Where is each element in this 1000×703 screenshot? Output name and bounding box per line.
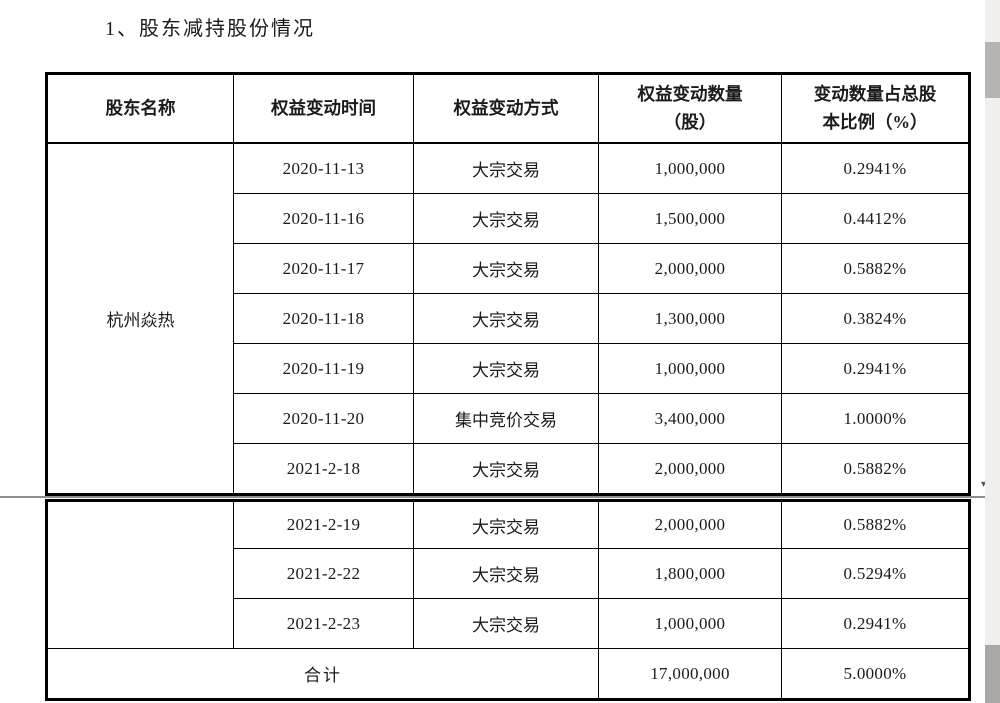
section-title: 1、股东减持股份情况 <box>105 18 315 40</box>
table-row: 2021-2-23 大宗交易 1,000,000 0.2941% <box>47 598 970 649</box>
cell-quantity: 3,400,000 <box>598 393 782 444</box>
cell-quantity: 1,800,000 <box>598 548 782 599</box>
table-row: 杭州焱热 2020-11-13 大宗交易 1,000,000 0.2941% <box>46 142 970 495</box>
table-row: 2021-2-22 大宗交易 1,800,000 0.5294% <box>47 548 970 599</box>
cell-date: 2020-11-13 <box>233 142 414 194</box>
cell-ratio: 0.3824% <box>781 293 970 344</box>
scrollbar-thumb[interactable] <box>985 42 1000 98</box>
cell-ratio: 0.5882% <box>781 243 970 294</box>
table-header-row: 股东名称 权益变动时间 权益变动方式 权益变动数量 （股） 变动数量占总股 本比… <box>46 73 970 144</box>
cell-method: 大宗交易 <box>413 548 599 599</box>
header-change-quantity: 权益变动数量 （股） <box>598 73 782 144</box>
cell-quantity: 1,000,000 <box>598 598 782 649</box>
merged-shareholder-cell-empty <box>46 500 234 649</box>
shareholder-name-cell: 杭州焱热 <box>46 142 234 495</box>
cell-date: 2021-2-22 <box>233 548 414 599</box>
cell-date: 2020-11-16 <box>233 193 414 244</box>
cell-date: 2020-11-17 <box>233 243 414 294</box>
cell-quantity: 1,000,000 <box>598 142 782 194</box>
cell-ratio: 1.0000% <box>781 393 970 444</box>
cell-ratio: 0.5294% <box>781 548 970 599</box>
cell-ratio: 0.5882% <box>781 500 970 549</box>
cell-date: 2020-11-20 <box>233 393 414 444</box>
tiny-cursor-artifact: ▾ <box>981 479 987 490</box>
cell-method: 大宗交易 <box>413 243 599 294</box>
cell-ratio: 0.4412% <box>781 193 970 244</box>
cell-method: 大宗交易 <box>413 193 599 244</box>
cell-method: 大宗交易 <box>413 443 599 495</box>
table-row: 2020-11-20 集中竞价交易 3,400,000 1.0000% <box>47 393 970 444</box>
cell-date: 2021-2-19 <box>233 500 414 549</box>
table-row: 2020-11-16 大宗交易 1,500,000 0.4412% <box>47 193 970 244</box>
cell-ratio: 0.2941% <box>781 343 970 394</box>
vertical-scrollbar-track[interactable] <box>985 0 1000 703</box>
cell-method: 集中竞价交易 <box>413 393 599 444</box>
table-row: 2020-11-18 大宗交易 1,300,000 0.3824% <box>47 293 970 344</box>
total-row: 合计 17,000,000 5.0000% <box>46 648 970 700</box>
share-reduction-table-page2: 2021-2-19 大宗交易 2,000,000 0.5882% 2021-2-… <box>45 499 971 701</box>
cell-method: 大宗交易 <box>413 500 599 549</box>
header-change-ratio: 变动数量占总股 本比例（%） <box>781 73 970 144</box>
total-ratio-cell: 5.0000% <box>781 648 970 700</box>
cell-method: 大宗交易 <box>413 343 599 394</box>
total-quantity-cell: 17,000,000 <box>598 648 782 700</box>
cell-method: 大宗交易 <box>413 598 599 649</box>
cell-method: 大宗交易 <box>413 293 599 344</box>
table-row: 2021-2-18 大宗交易 2,000,000 0.5882% <box>47 443 970 495</box>
total-label-cell: 合计 <box>46 648 599 700</box>
cell-ratio: 0.2941% <box>781 142 970 194</box>
cell-quantity: 1,500,000 <box>598 193 782 244</box>
table-row: 2020-11-17 大宗交易 2,000,000 0.5882% <box>47 243 970 294</box>
cell-quantity: 2,000,000 <box>598 443 782 495</box>
scrollbar-bottom-segment[interactable] <box>985 645 1000 703</box>
page-break-divider <box>0 496 985 498</box>
cell-date: 2021-2-18 <box>233 443 414 495</box>
cell-method: 大宗交易 <box>413 142 599 194</box>
cell-date: 2020-11-19 <box>233 343 414 394</box>
cell-quantity: 2,000,000 <box>598 243 782 294</box>
cell-date: 2021-2-23 <box>233 598 414 649</box>
cell-date: 2020-11-18 <box>233 293 414 344</box>
share-reduction-table-page1: 股东名称 权益变动时间 权益变动方式 权益变动数量 （股） 变动数量占总股 本比… <box>45 72 971 496</box>
cell-quantity: 1,000,000 <box>598 343 782 394</box>
cell-quantity: 2,000,000 <box>598 500 782 549</box>
cell-ratio: 0.2941% <box>781 598 970 649</box>
table-row: 2021-2-19 大宗交易 2,000,000 0.5882% <box>46 500 970 649</box>
cell-quantity: 1,300,000 <box>598 293 782 344</box>
table-row: 2020-11-19 大宗交易 1,000,000 0.2941% <box>47 343 970 394</box>
cell-ratio: 0.5882% <box>781 443 970 495</box>
header-change-time: 权益变动时间 <box>233 73 414 144</box>
header-shareholder-name: 股东名称 <box>46 73 234 144</box>
header-change-method: 权益变动方式 <box>413 73 599 144</box>
